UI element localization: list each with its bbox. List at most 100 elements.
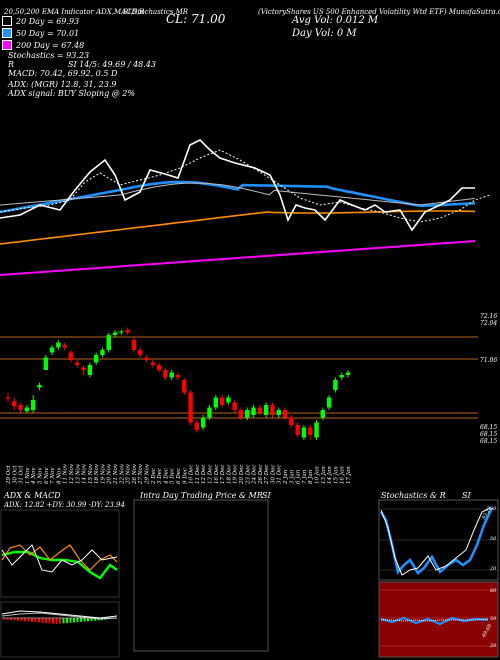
candle-body <box>163 370 168 378</box>
macd-bar <box>90 618 93 621</box>
candle-body <box>270 405 275 415</box>
macd-bar <box>83 618 86 622</box>
plus-di-line <box>1 544 118 571</box>
candle-body <box>112 332 118 335</box>
candle <box>24 405 30 413</box>
adx-stat: ADX: (MGR) 12.8, 31, 23.9 <box>8 80 117 89</box>
date-tick-label: 17 Dec <box>220 465 226 485</box>
candle <box>333 377 338 393</box>
stoch-level-80: 80 <box>490 506 497 512</box>
candle <box>251 405 256 418</box>
date-tick-label: 30 Dec <box>270 465 276 485</box>
date-tick-label: 23 Dec <box>245 465 251 486</box>
price-level-label-2: 72.04 <box>480 320 498 327</box>
date-tick-label: 5 Dec <box>170 468 176 484</box>
candle-body <box>238 410 244 418</box>
date-tick-label: 13 Nov <box>75 463 81 484</box>
candle <box>119 330 124 335</box>
dotted-signal-line <box>0 149 491 223</box>
macd-bar <box>66 618 68 624</box>
candle <box>182 377 187 395</box>
candle <box>81 365 86 375</box>
candle-body <box>182 380 187 393</box>
candle <box>68 350 74 363</box>
stochastics-panel-si: SI <box>462 491 471 500</box>
macd-bar <box>94 618 96 621</box>
date-tick-label: 19 Dec <box>233 465 239 485</box>
candle-body <box>194 422 200 430</box>
macd-bar <box>76 618 79 623</box>
candle <box>75 360 80 368</box>
date-tick-label: 14 Nov <box>82 463 88 484</box>
candle <box>320 407 326 420</box>
date-tick-label: 20 Nov <box>107 463 113 485</box>
adx-panel-frame <box>0 509 120 598</box>
legend-item-20-day: 20 Day = 69.93 <box>2 15 84 27</box>
price-level-label-1: 72.16 <box>480 313 498 320</box>
candle <box>125 327 130 335</box>
price-level-label-6: 68.15 <box>480 438 498 445</box>
macd-bar <box>62 618 65 624</box>
stoch-k-line <box>379 507 494 575</box>
candle-body <box>245 410 250 418</box>
moving-average-panel <box>0 139 491 276</box>
macd-bar <box>38 618 40 623</box>
candle <box>150 360 156 368</box>
date-tick-label: 7 Jan <box>302 469 308 484</box>
candle <box>169 370 174 380</box>
candle-body <box>93 355 99 363</box>
candle-body <box>62 345 67 348</box>
date-tick-label: 31 Oct <box>19 465 25 484</box>
candle-body <box>5 397 11 399</box>
date-tick-label: 9 Dec <box>182 468 188 484</box>
candle-body <box>345 372 351 375</box>
candle-body <box>75 362 80 365</box>
adx-lines <box>1 544 118 580</box>
avg-volume-label: Avg Vol: 0.012 M <box>292 15 379 26</box>
candle <box>276 407 281 418</box>
legend-label-20-day: 20 Day = 69.93 <box>16 16 80 26</box>
date-tick-label: 1 Nov <box>25 467 31 484</box>
candle-body <box>339 375 344 378</box>
date-tick-label: 6 Dec <box>176 468 182 484</box>
price-level-label-5: 68.15 <box>480 431 498 438</box>
date-tick-label: 19 Nov <box>100 463 106 484</box>
date-tick-label: 29 Nov <box>145 463 151 485</box>
candle <box>100 347 105 358</box>
macd-bar <box>52 618 54 624</box>
candle-body <box>175 375 181 378</box>
date-tick-label: 30 Oct <box>12 465 18 484</box>
macd-bar <box>59 618 61 624</box>
candle-body <box>301 427 307 438</box>
candle <box>163 367 168 380</box>
stoch-level-20: 20 <box>490 566 497 572</box>
candle-body <box>12 401 17 407</box>
legend-label-50-day: 50 Day = 70.01 <box>16 28 80 38</box>
candle-body <box>37 385 42 388</box>
candle <box>289 415 294 428</box>
candle-body <box>56 342 61 348</box>
candle <box>238 407 244 420</box>
macd-histogram <box>1 610 118 624</box>
legend-swatch-20-day <box>2 16 12 26</box>
candle <box>12 397 17 410</box>
legend-swatch-50-day <box>2 28 12 38</box>
candle <box>87 362 93 378</box>
day-volume-label: Day Vol: 0 M <box>292 28 357 39</box>
candle <box>282 407 288 420</box>
date-tick-label: 11 Dec <box>195 465 201 485</box>
date-tick-label: 13 Dec <box>207 465 213 485</box>
candle-body <box>320 410 326 418</box>
orange-ema-line <box>0 210 476 245</box>
candle <box>37 382 42 390</box>
candle <box>213 395 218 410</box>
si-level-50: 50 <box>490 616 497 622</box>
candle <box>232 400 237 413</box>
candle <box>156 362 162 373</box>
date-tick-label: 18 Dec <box>226 465 232 485</box>
candle <box>194 420 200 433</box>
date-tick-label: 18 Nov <box>94 463 100 484</box>
adx-macd-panel-title: ADX & MACD <box>4 491 61 500</box>
date-tick-label: 3 Jan <box>289 469 295 484</box>
